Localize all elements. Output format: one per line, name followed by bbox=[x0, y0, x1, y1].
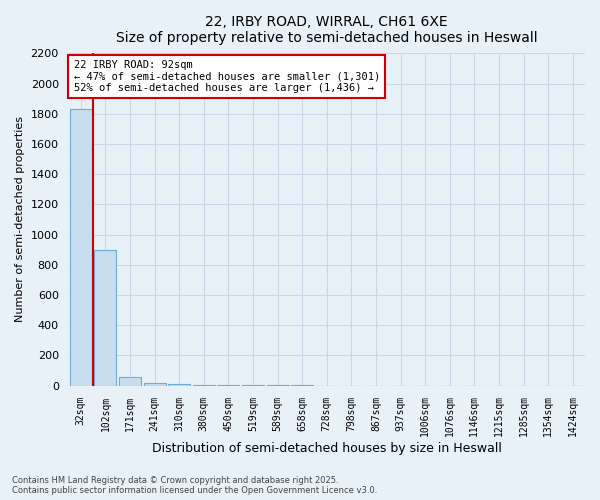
Bar bbox=[168, 384, 190, 386]
Bar bbox=[119, 378, 141, 386]
Bar bbox=[143, 382, 166, 386]
Text: Contains HM Land Registry data © Crown copyright and database right 2025.
Contai: Contains HM Land Registry data © Crown c… bbox=[12, 476, 377, 495]
X-axis label: Distribution of semi-detached houses by size in Heswall: Distribution of semi-detached houses by … bbox=[152, 442, 502, 455]
Bar bbox=[193, 385, 215, 386]
Text: 22 IRBY ROAD: 92sqm
← 47% of semi-detached houses are smaller (1,301)
52% of sem: 22 IRBY ROAD: 92sqm ← 47% of semi-detach… bbox=[74, 60, 380, 93]
Y-axis label: Number of semi-detached properties: Number of semi-detached properties bbox=[15, 116, 25, 322]
Bar bbox=[94, 250, 116, 386]
Bar bbox=[70, 109, 92, 386]
Title: 22, IRBY ROAD, WIRRAL, CH61 6XE
Size of property relative to semi-detached house: 22, IRBY ROAD, WIRRAL, CH61 6XE Size of … bbox=[116, 15, 538, 45]
